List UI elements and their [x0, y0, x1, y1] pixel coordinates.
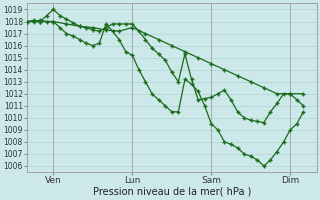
- X-axis label: Pression niveau de la mer( hPa ): Pression niveau de la mer( hPa ): [92, 187, 251, 197]
